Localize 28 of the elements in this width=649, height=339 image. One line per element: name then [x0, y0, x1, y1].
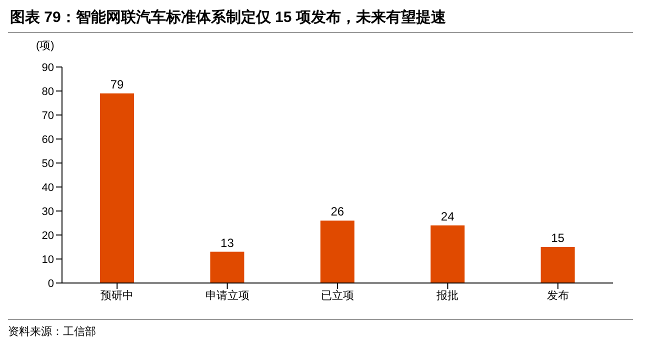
- bar: [430, 225, 465, 283]
- y-tick-label: 90: [42, 62, 54, 74]
- y-axis-title: (项): [36, 39, 54, 53]
- y-tick-label: 10: [42, 254, 54, 266]
- data-label: 26: [330, 204, 344, 219]
- data-label: 13: [220, 236, 234, 250]
- x-tick-label: 预研中: [100, 288, 134, 302]
- x-tick-label: 发布: [546, 290, 569, 302]
- bar: [320, 220, 354, 283]
- y-tick-label: 40: [42, 182, 54, 194]
- y-tick-label: 50: [42, 158, 54, 170]
- y-tick-label: 20: [42, 230, 54, 242]
- y-tick-label: 80: [42, 86, 54, 98]
- data-label: 24: [440, 209, 455, 224]
- text: 资料来源：工信部: [8, 324, 97, 339]
- y-tick-label: 60: [42, 134, 54, 146]
- y-tick-label: 0: [48, 278, 54, 290]
- bar: [100, 93, 134, 283]
- chart-title: 图表 79：智能网联汽车标准体系制定仅 15 项发布，未来有望提速: [8, 8, 633, 33]
- bar: [540, 247, 575, 283]
- y-tick-label: 70: [42, 110, 54, 122]
- data-label: 79: [110, 77, 124, 92]
- y-tick-label: 30: [42, 206, 54, 218]
- x-tick-label: 已立项: [321, 288, 354, 302]
- x-tick-label: 申请立项: [205, 288, 250, 302]
- data-label: 15: [551, 231, 565, 245]
- bar: [210, 252, 244, 283]
- x-tick-label: 报批: [436, 290, 459, 302]
